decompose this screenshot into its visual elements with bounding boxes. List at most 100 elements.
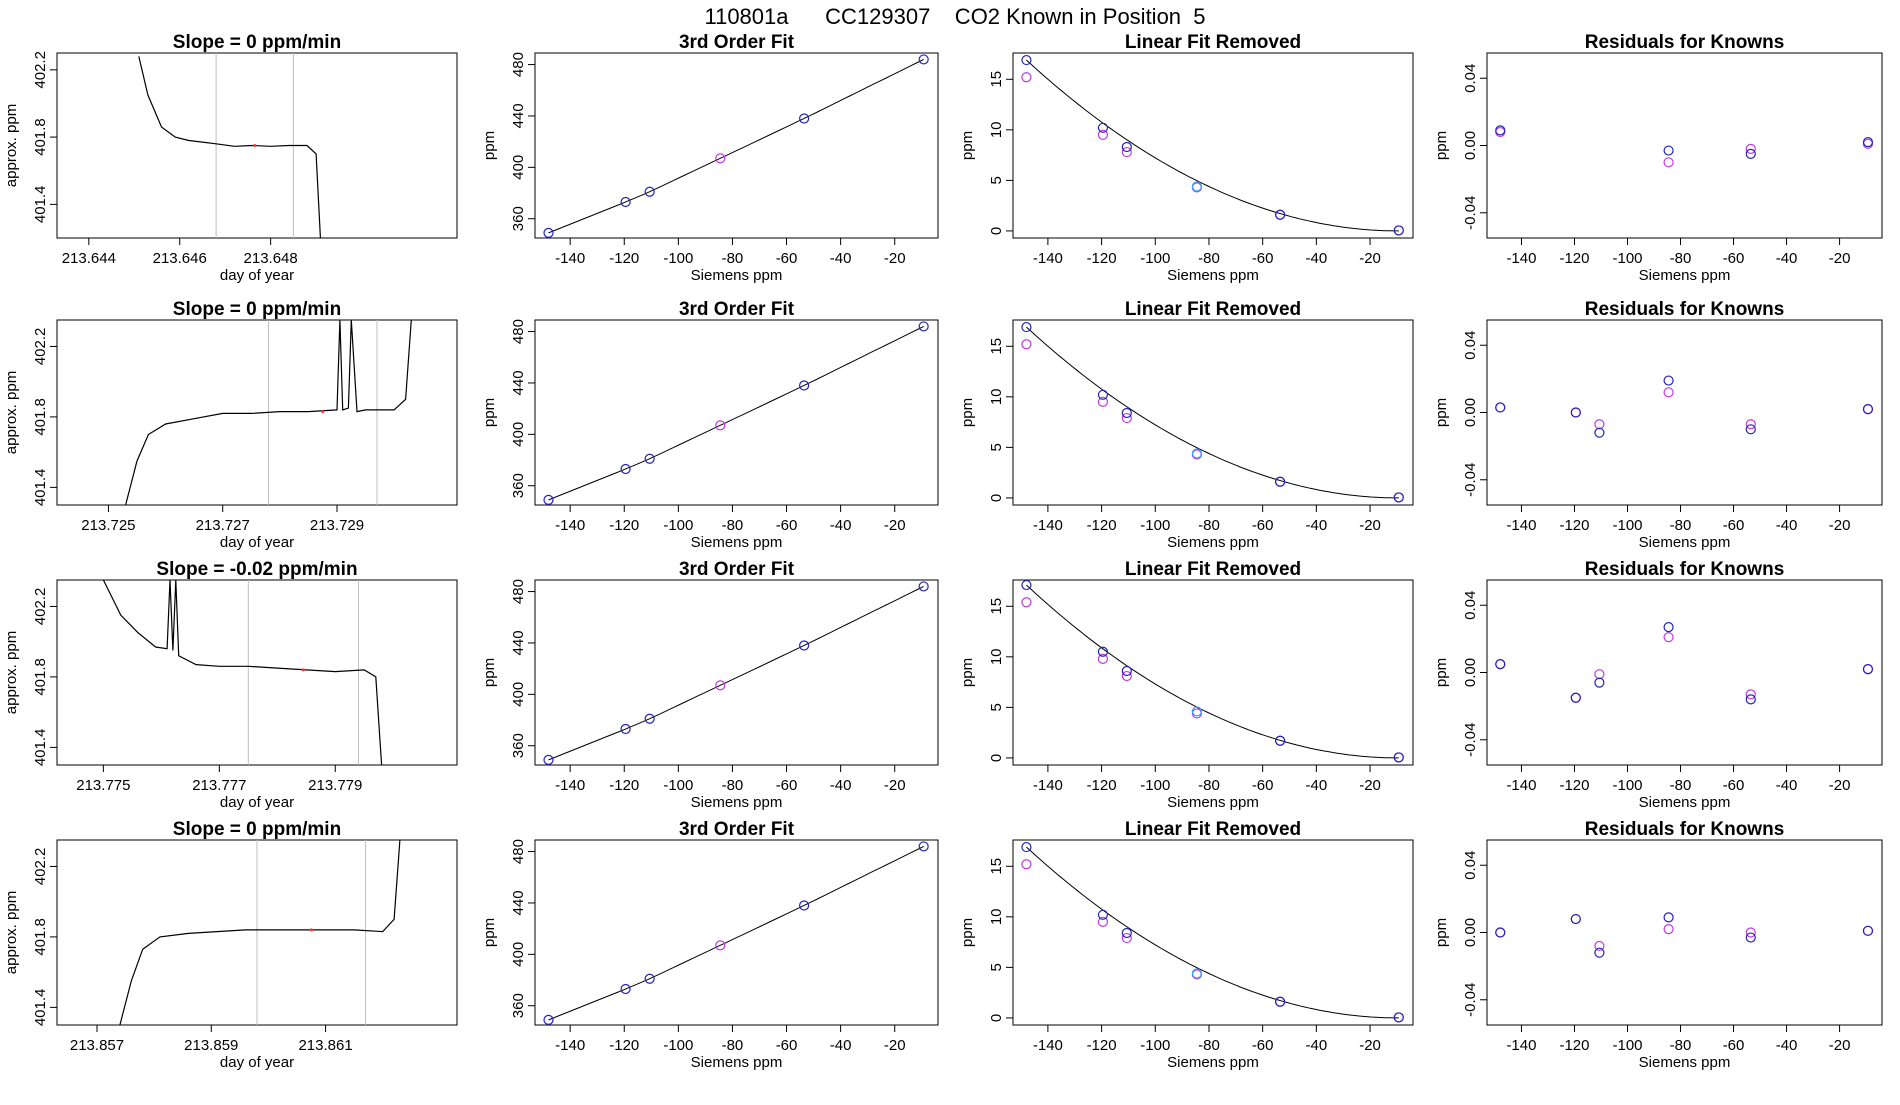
residual-point: [1862, 404, 1874, 415]
x-tick-label: -20: [1359, 1037, 1381, 1054]
data-point: [1121, 407, 1132, 419]
residual-point-corrected: [1745, 419, 1756, 430]
data-point: [543, 754, 554, 765]
data-point: [715, 940, 726, 951]
y-axis-label: ppm: [1433, 131, 1450, 160]
x-tick-label: -100: [663, 1037, 693, 1054]
x-tick-label: -20: [1359, 250, 1381, 267]
data-point: [799, 640, 810, 651]
y-tick-label: 10: [988, 648, 1005, 665]
y-tick-label: 401.8: [32, 658, 49, 696]
y-axis-label: ppm: [959, 658, 976, 687]
x-tick-label: -80: [1670, 517, 1692, 534]
panel-3-3: Linear Fit Removed -140 -120 -100 -80 -60 -40 -…: [959, 559, 1414, 811]
x-tick-label: -100: [1140, 777, 1170, 794]
panel-2-2: 3rd Order Fit -140 -120 -100 -80 -60 -40 -20 Sie…: [481, 299, 939, 551]
panel-4-2: 3rd Order Fit -140 -120 -100 -80 -60 -40 -20 Sie…: [481, 819, 939, 1071]
x-tick-label: -120: [1559, 250, 1589, 267]
x-tick-label: -40: [830, 250, 852, 267]
data-layer: [1021, 580, 1404, 763]
data-point: [620, 463, 631, 475]
x-axis-label: Siemens ppm: [1167, 1054, 1259, 1071]
data-point: [1275, 996, 1286, 1007]
data-point-corrected: [1097, 129, 1109, 140]
data-point: [543, 494, 554, 505]
residual-point: [1745, 148, 1756, 160]
data-point: [1191, 968, 1202, 979]
x-tick-label: -80: [1670, 250, 1692, 267]
data-point: [1275, 476, 1286, 487]
x-tick-label: -80: [722, 517, 744, 534]
x-tick-label: -140: [555, 777, 585, 794]
x-tick-label: 213.779: [308, 777, 362, 794]
x-tick-label: -20: [884, 1037, 906, 1054]
x-axis-label: Siemens ppm: [1639, 794, 1731, 811]
residual-point: [1745, 424, 1756, 435]
data-point: [1021, 321, 1032, 333]
data-point: [1275, 735, 1286, 746]
y-tick-label: 360: [510, 993, 527, 1018]
x-tick-label: -20: [884, 777, 906, 794]
residual-point: [1570, 692, 1581, 703]
panel-2-4: Residuals for Knowns -140 -120 -100 -80 -60 -4…: [1433, 299, 1883, 551]
x-tick-label: -120: [1087, 250, 1117, 267]
x-tick-label: -140: [555, 517, 585, 534]
data-point: [1393, 1012, 1404, 1023]
data-point: [715, 680, 726, 691]
residual-point: [1862, 925, 1874, 936]
data-point-corrected: [1021, 72, 1032, 83]
residual-point: [1663, 375, 1674, 386]
y-tick-label: 5: [988, 443, 1005, 451]
y-tick-label: -0.04: [1462, 196, 1479, 230]
plot-frame: [534, 319, 939, 506]
x-tick-label: -100: [1140, 517, 1170, 534]
x-axis-label: day of year: [220, 794, 294, 811]
residual-point-corrected: [1663, 157, 1674, 168]
x-tick-label: -60: [1723, 1037, 1745, 1054]
x-tick-label: -140: [1506, 777, 1536, 794]
y-tick-label: 402.2: [32, 51, 49, 89]
data-point-corrected: [1097, 653, 1109, 664]
y-axis-label: ppm: [481, 918, 498, 947]
residual-point-corrected: [1745, 927, 1756, 938]
y-tick-label: 480: [510, 579, 527, 604]
y-tick-label: 360: [510, 733, 527, 758]
y-tick-label: 15: [988, 858, 1005, 875]
data-point: [918, 54, 929, 65]
x-axis-label: Siemens ppm: [1639, 267, 1731, 284]
x-tick-label: -140: [555, 250, 585, 267]
residual-point: [1594, 947, 1605, 958]
x-tick-label: -100: [663, 777, 693, 794]
residual-point: [1862, 664, 1874, 675]
y-tick-label: 402.2: [32, 328, 49, 366]
plot-frame: [1012, 52, 1414, 239]
x-axis-label: day of year: [220, 267, 294, 284]
x-tick-label: -80: [1198, 1037, 1220, 1054]
mean-point: [301, 668, 305, 672]
data-point: [918, 321, 929, 332]
data-point: [644, 453, 655, 464]
x-tick-label: -60: [1723, 250, 1745, 267]
residual-point: [1570, 913, 1581, 925]
x-tick-label: -100: [1612, 250, 1642, 267]
panel-title: 3rd Order Fit: [679, 299, 795, 320]
y-tick-label: 401.4: [32, 469, 49, 507]
x-axis-label: Siemens ppm: [1167, 534, 1259, 551]
data-point: [1097, 909, 1109, 920]
data-point: [918, 841, 929, 852]
panel-title: Slope = -0.02 ppm/min: [156, 559, 357, 580]
mean-point: [253, 144, 257, 147]
residual-point: [1663, 145, 1674, 156]
y-axis-label: approx. ppm: [3, 371, 20, 454]
data-point: [543, 1014, 554, 1025]
fit-curve: [1026, 326, 1399, 499]
plot-frame: [1486, 319, 1883, 506]
x-tick-label: -120: [609, 250, 639, 267]
residual-point-corrected: [1663, 387, 1674, 398]
panel-title: Linear Fit Removed: [1125, 299, 1301, 320]
y-tick-label: -0.04: [1462, 983, 1479, 1017]
x-tick-label: -40: [1306, 250, 1328, 267]
